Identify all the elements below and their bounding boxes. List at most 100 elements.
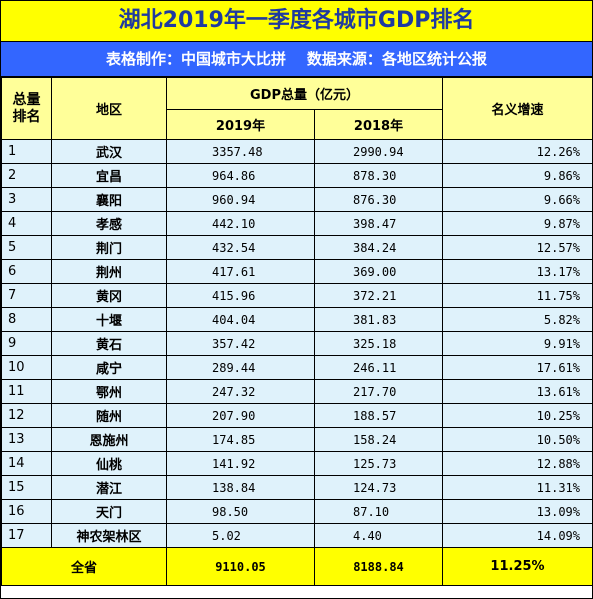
gdp-2019-cell: 141.92 [166, 451, 315, 476]
table-row: 4 孝感 442.10 398.47 9.87% [1, 211, 593, 236]
gdp-2019-cell: 960.94 [166, 187, 315, 212]
rank-cell: 16 [1, 499, 52, 524]
growth-cell: 10.25% [442, 403, 593, 428]
city-cell: 孝感 [51, 211, 167, 236]
city-cell: 宜昌 [51, 163, 167, 188]
growth-cell: 12.57% [442, 235, 593, 260]
gdp-table: 总量 排名 地区 GDP总量（亿元） 名义增速 2019年 2018年 1 武汉 3… [1, 77, 593, 586]
gdp-2018-cell: 87.10 [314, 499, 443, 524]
rank-cell: 12 [1, 403, 52, 428]
gdp-2018-cell: 325.18 [314, 331, 443, 356]
total-row: 全省 9110.05 8188.84 11.25% [1, 547, 593, 586]
gdp-2018-cell: 2990.94 [314, 139, 443, 164]
table-row: 1 武汉 3357.48 2990.94 12.26% [1, 139, 593, 164]
gdp-2018-cell: 876.30 [314, 187, 443, 212]
gdp-2018-cell: 4.40 [314, 523, 443, 548]
table-row: 10 咸宁 289.44 246.11 17.61% [1, 355, 593, 380]
rank-cell: 8 [1, 307, 52, 332]
total-label: 全省 [1, 547, 167, 586]
gdp-2019-cell: 247.32 [166, 379, 315, 404]
growth-cell: 9.87% [442, 211, 593, 236]
gdp-2018-cell: 246.11 [314, 355, 443, 380]
table-row: 13 恩施州 174.85 158.24 10.50% [1, 427, 593, 452]
gdp-2018-cell: 878.30 [314, 163, 443, 188]
gdp-2019-cell: 138.84 [166, 475, 315, 500]
gdp-2019-cell: 207.90 [166, 403, 315, 428]
rank-cell: 17 [1, 523, 52, 548]
growth-cell: 12.88% [442, 451, 593, 476]
gdp-2019-cell: 289.44 [166, 355, 315, 380]
growth-cell: 12.26% [442, 139, 593, 164]
gdp-2018-cell: 372.21 [314, 283, 443, 308]
rank-cell: 10 [1, 355, 52, 380]
total-gdp-2018: 8188.84 [314, 547, 443, 586]
rank-cell: 4 [1, 211, 52, 236]
gdp-2018-cell: 217.70 [314, 379, 443, 404]
table-row: 3 襄阳 960.94 876.30 9.66% [1, 187, 593, 212]
city-cell: 随州 [51, 403, 167, 428]
gdp-2019-cell: 3357.48 [166, 139, 315, 164]
gdp-2018-cell: 188.57 [314, 403, 443, 428]
region-header: 地区 [51, 77, 167, 140]
rank-cell: 15 [1, 475, 52, 500]
city-cell: 仙桃 [51, 451, 167, 476]
total-growth: 11.25% [442, 547, 593, 586]
city-cell: 鄂州 [51, 379, 167, 404]
rank-cell: 3 [1, 187, 52, 212]
growth-cell: 17.61% [442, 355, 593, 380]
gdp-2019-cell: 964.86 [166, 163, 315, 188]
gdp-2018-cell: 369.00 [314, 259, 443, 284]
growth-cell: 5.82% [442, 307, 593, 332]
gdp-2019-cell: 174.85 [166, 427, 315, 452]
gdp-2019-cell: 357.42 [166, 331, 315, 356]
gdp-2019-cell: 5.02 [166, 523, 315, 548]
city-cell: 黄石 [51, 331, 167, 356]
gdp-group-header: GDP总量（亿元） [166, 77, 443, 110]
rank-cell: 1 [1, 139, 52, 164]
gdp-2018-cell: 158.24 [314, 427, 443, 452]
source-subtitle: 表格制作：中国城市大比拼 数据来源：各地区统计公报 [1, 42, 592, 77]
gdp-2018-cell: 124.73 [314, 475, 443, 500]
rank-cell: 2 [1, 163, 52, 188]
table-row: 8 十堰 404.04 381.83 5.82% [1, 307, 593, 332]
growth-cell: 10.50% [442, 427, 593, 452]
gdp-2019-cell: 442.10 [166, 211, 315, 236]
year-2019-header: 2019年 [166, 109, 315, 140]
table-row: 17 神农架林区 5.02 4.40 14.09% [1, 523, 593, 548]
growth-cell: 14.09% [442, 523, 593, 548]
gdp-2019-cell: 404.04 [166, 307, 315, 332]
growth-cell: 11.75% [442, 283, 593, 308]
table-row: 15 潜江 138.84 124.73 11.31% [1, 475, 593, 500]
city-cell: 神农架林区 [51, 523, 167, 548]
city-cell: 十堰 [51, 307, 167, 332]
gdp-2018-cell: 398.47 [314, 211, 443, 236]
year-2018-header: 2018年 [314, 109, 443, 140]
page-title: 湖北2019年一季度各城市GDP排名 [1, 1, 592, 42]
growth-cell: 11.31% [442, 475, 593, 500]
city-cell: 咸宁 [51, 355, 167, 380]
rank-cell: 7 [1, 283, 52, 308]
growth-cell: 9.86% [442, 163, 593, 188]
table-row: 2 宜昌 964.86 878.30 9.86% [1, 163, 593, 188]
city-cell: 黄冈 [51, 283, 167, 308]
rank-cell: 5 [1, 235, 52, 260]
growth-cell: 13.09% [442, 499, 593, 524]
table-row: 11 鄂州 247.32 217.70 13.61% [1, 379, 593, 404]
total-gdp-2019: 9110.05 [166, 547, 315, 586]
growth-cell: 13.61% [442, 379, 593, 404]
table-row: 16 天门 98.50 87.10 13.09% [1, 499, 593, 524]
gdp-2019-cell: 98.50 [166, 499, 315, 524]
table-row: 14 仙桃 141.92 125.73 12.88% [1, 451, 593, 476]
table-row: 6 荆州 417.61 369.00 13.17% [1, 259, 593, 284]
table-row: 12 随州 207.90 188.57 10.25% [1, 403, 593, 428]
gdp-2018-cell: 125.73 [314, 451, 443, 476]
rank-cell: 13 [1, 427, 52, 452]
gdp-2019-cell: 417.61 [166, 259, 315, 284]
gdp-2019-cell: 432.54 [166, 235, 315, 260]
city-cell: 荆州 [51, 259, 167, 284]
city-cell: 恩施州 [51, 427, 167, 452]
city-cell: 武汉 [51, 139, 167, 164]
city-cell: 荆门 [51, 235, 167, 260]
rank-header: 总量 排名 [1, 77, 52, 140]
